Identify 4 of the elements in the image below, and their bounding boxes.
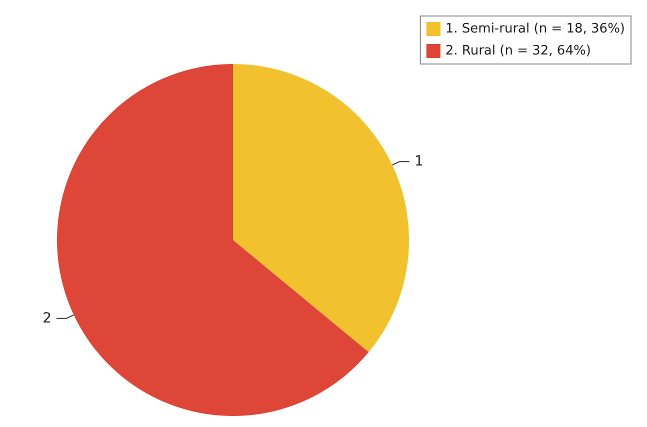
legend-label: 2. Rural (n = 32, 64%)	[445, 44, 591, 58]
text: 1	[414, 154, 424, 170]
legend-label: 1. Semi-rural (n = 18, 36%)	[445, 22, 626, 36]
text: 2	[42, 310, 52, 326]
